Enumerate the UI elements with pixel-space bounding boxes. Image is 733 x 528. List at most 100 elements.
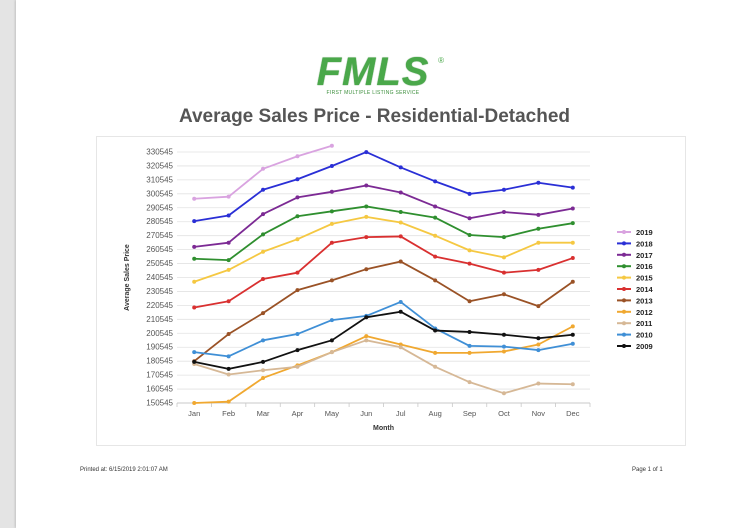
chart-frame: 150545 160545 170545 180545 190545 200545 2105… — [96, 136, 686, 446]
y-tick-label: 310545 — [146, 175, 173, 184]
data-point-2015 — [570, 240, 575, 245]
data-point-2015 — [501, 255, 506, 260]
data-point-2012 — [501, 349, 506, 354]
legend-label-2012: 2012 — [636, 308, 653, 317]
data-point-2018 — [433, 179, 438, 184]
data-point-2012 — [261, 375, 266, 380]
data-point-2014 — [261, 276, 266, 281]
data-point-2019 — [192, 196, 197, 201]
data-point-2010 — [295, 332, 300, 337]
data-point-2017 — [261, 212, 266, 217]
data-point-2011 — [570, 382, 575, 387]
data-point-2018 — [501, 187, 506, 192]
data-point-2012 — [570, 324, 575, 329]
data-point-2016 — [364, 204, 369, 209]
data-point-2014 — [536, 267, 541, 272]
data-point-2018 — [226, 213, 231, 218]
data-point-2011 — [226, 372, 231, 377]
logo-registered-mark: ® — [438, 56, 444, 65]
legend-marker-2013 — [622, 298, 626, 303]
data-point-2018 — [261, 187, 266, 192]
data-point-2019 — [226, 194, 231, 199]
data-point-2010 — [329, 318, 334, 323]
data-point-2009 — [570, 332, 575, 337]
legend-marker-2009 — [622, 344, 626, 348]
y-tick-label: 270545 — [146, 231, 173, 240]
data-point-2014 — [467, 261, 472, 266]
data-point-2009 — [261, 359, 266, 364]
data-point-2018 — [570, 185, 575, 190]
legend-marker-2017 — [622, 252, 626, 257]
data-point-2017 — [364, 183, 369, 188]
x-axis-title: Month — [373, 425, 394, 432]
series-line-2009 — [194, 310, 573, 370]
series-line-2013 — [193, 260, 574, 362]
data-point-2013 — [433, 278, 438, 283]
data-point-2012 — [192, 401, 197, 405]
x-tick-label: Jan — [188, 409, 200, 418]
data-point-2012 — [364, 334, 369, 339]
x-tick-label: Jun — [360, 409, 372, 418]
data-point-2014 — [398, 234, 403, 239]
y-tick-label: 250545 — [146, 259, 173, 268]
legend-label-2010: 2010 — [636, 331, 653, 340]
data-point-2017 — [398, 190, 403, 195]
y-tick-label: 320545 — [146, 161, 173, 170]
data-point-2015 — [295, 237, 300, 242]
data-point-2018 — [329, 164, 334, 169]
data-point-2013 — [295, 288, 300, 293]
data-point-2019 — [295, 154, 300, 159]
data-point-2018 — [192, 219, 197, 224]
y-tick-label: 170545 — [146, 371, 173, 380]
legend-label-2019: 2019 — [636, 228, 653, 237]
y-tick-label: 290545 — [146, 203, 173, 212]
data-point-2013 — [501, 292, 506, 297]
data-point-2009 — [295, 348, 300, 353]
x-tick-label: Mar — [257, 409, 270, 418]
series-line-2015 — [193, 216, 573, 283]
data-point-2017 — [329, 189, 334, 194]
data-point-2010 — [536, 348, 541, 353]
data-point-2018 — [467, 191, 472, 196]
data-point-2018 — [364, 150, 369, 155]
data-point-2016 — [536, 226, 541, 231]
fmls-logo: FMLS ® FIRST MULTIPLE LISTING SERVICE — [298, 52, 448, 102]
x-tick-label: Jul — [396, 409, 406, 418]
y-tick-label: 210545 — [146, 315, 173, 324]
data-point-2015 — [192, 279, 197, 284]
legend-marker-2014 — [622, 287, 626, 291]
logo-subtitle: FIRST MULTIPLE LISTING SERVICE — [326, 90, 420, 96]
data-point-2015 — [536, 240, 541, 245]
data-point-2009 — [467, 329, 472, 334]
x-tick-label: Apr — [292, 409, 304, 418]
data-point-2015 — [398, 220, 403, 225]
data-point-2013 — [467, 299, 472, 304]
printed-at: Printed at: 6/15/2019 2:01:07 AM — [80, 467, 168, 473]
data-point-2014 — [226, 299, 231, 304]
legend-label-2017: 2017 — [636, 251, 653, 260]
data-point-2012 — [433, 350, 438, 355]
y-tick-label: 260545 — [146, 245, 173, 254]
data-point-2009 — [536, 336, 541, 341]
legend-marker-2016 — [622, 264, 626, 269]
data-point-2017 — [570, 206, 575, 211]
data-point-2015 — [261, 249, 266, 254]
data-point-2019 — [329, 143, 334, 148]
data-point-2018 — [295, 177, 300, 182]
data-point-2011 — [364, 338, 369, 343]
data-point-2009 — [226, 366, 231, 371]
data-point-2012 — [226, 399, 231, 404]
y-tick-label: 190545 — [146, 343, 173, 352]
data-point-2013 — [226, 332, 231, 337]
legend-marker-2018 — [622, 241, 626, 246]
data-point-2015 — [467, 248, 472, 253]
data-point-2013 — [329, 278, 334, 283]
x-tick-label: Feb — [222, 409, 235, 418]
printed-label: Printed at: — [80, 467, 108, 473]
legend-marker-2012 — [622, 309, 626, 314]
data-point-2010 — [398, 299, 403, 304]
legend-marker-2011 — [622, 321, 626, 326]
data-point-2010 — [226, 354, 231, 359]
data-point-2012 — [536, 342, 541, 347]
series-line-2014 — [194, 235, 574, 309]
